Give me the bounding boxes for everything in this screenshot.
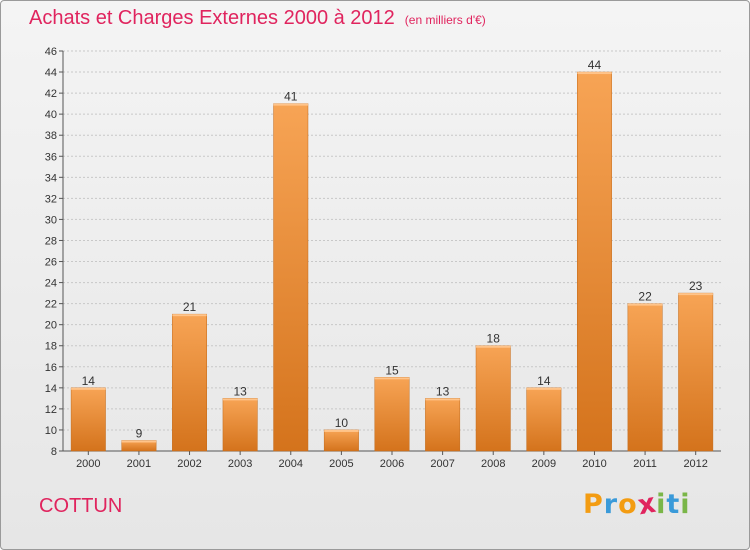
proxiti-logo: Proxiti <box>583 488 691 522</box>
chart-subtitle: (en milliers d'€) <box>404 13 486 27</box>
bar-top-highlight <box>476 345 511 348</box>
x-tick-label-2000: 2000 <box>76 458 100 470</box>
chart-title: Achats et Charges Externes 2000 à 2012 (e… <box>29 7 486 30</box>
bar-top-highlight <box>526 387 562 390</box>
x-tick-label-2001: 2001 <box>127 458 151 470</box>
y-tick-label: 46 <box>45 46 57 58</box>
bar-2000 <box>70 387 106 452</box>
y-tick-label: 16 <box>45 362 57 374</box>
y-tick-label: 22 <box>45 299 57 311</box>
commune-name: COTTUN <box>39 495 123 517</box>
x-tick-label-2002: 2002 <box>177 458 201 470</box>
logo-letter: i <box>680 489 691 520</box>
x-tick-label-2011: 2011 <box>633 458 657 470</box>
x-tick-label-2010: 2010 <box>582 458 606 470</box>
y-tick-label: 26 <box>45 257 57 269</box>
y-tick-label: 32 <box>45 193 57 205</box>
y-tick-label: 34 <box>45 172 57 184</box>
bar-top-highlight <box>273 103 308 106</box>
x-tick-label-2003: 2003 <box>228 458 252 470</box>
logo-letter: o <box>618 489 638 520</box>
bar-2008 <box>475 345 511 452</box>
bar-top-highlight <box>71 387 106 390</box>
bar-2007 <box>425 398 461 452</box>
data-label-2006: 15 <box>385 363 399 377</box>
y-tick-label: 18 <box>45 341 57 353</box>
data-labels: 14 9 21 13 41 10 15 13 18 14 44 22 23 <box>82 58 703 440</box>
chart-title-text: Achats et Charges Externes 2000 à 2012 <box>29 7 395 29</box>
y-tick-label: 38 <box>45 130 57 142</box>
data-label-2004: 41 <box>284 90 298 104</box>
bar-top-highlight <box>374 377 410 380</box>
y-tick-label: 36 <box>45 151 57 163</box>
x-tick-label-2007: 2007 <box>430 458 454 470</box>
data-label-2010: 44 <box>588 58 602 72</box>
y-tick-label: 24 <box>45 278 57 290</box>
x-tick-label-2009: 2009 <box>532 458 556 470</box>
bar-top-highlight <box>577 72 612 75</box>
logo-letter: P <box>583 489 604 520</box>
bar-top-highlight <box>121 440 157 443</box>
y-tick-label: 20 <box>45 320 57 332</box>
bar-top-highlight <box>678 293 713 296</box>
bar-top-highlight <box>425 398 460 401</box>
data-label-2007: 13 <box>436 384 450 398</box>
x-tick-label-2008: 2008 <box>481 458 505 470</box>
x-tick-label-2005: 2005 <box>329 458 353 470</box>
y-tick-label: 40 <box>45 109 57 121</box>
x-tick-label-2004: 2004 <box>279 458 303 470</box>
bar-2004 <box>273 103 309 452</box>
bars <box>70 71 714 452</box>
bar-2005 <box>323 429 359 452</box>
data-label-2009: 14 <box>537 374 551 388</box>
y-tick-label: 44 <box>45 67 57 79</box>
data-label-2001: 9 <box>136 426 143 440</box>
bar-2012 <box>678 292 714 452</box>
bar-2003 <box>222 398 258 452</box>
bar-2002 <box>172 313 207 452</box>
data-label-2008: 18 <box>487 332 501 346</box>
y-tick-label: 14 <box>45 383 57 395</box>
bar-top-highlight <box>324 429 359 432</box>
y-tick-label: 30 <box>45 214 57 226</box>
bar-top-highlight <box>627 303 663 306</box>
bar-top-highlight <box>172 314 207 317</box>
data-label-2005: 10 <box>335 416 349 430</box>
bar-2006 <box>374 377 410 452</box>
bar-2009 <box>526 387 562 452</box>
data-label-2000: 14 <box>82 374 96 388</box>
bar-top-highlight <box>222 398 258 401</box>
data-label-2002: 21 <box>183 300 197 314</box>
x-tick-label-2012: 2012 <box>683 458 707 470</box>
logo-letter: r <box>603 489 619 520</box>
data-label-2012: 23 <box>689 279 703 293</box>
x-tick-label-2006: 2006 <box>380 458 404 470</box>
y-tick-label: 28 <box>45 235 57 247</box>
logo-letter: t <box>666 489 681 520</box>
data-label-2003: 13 <box>233 384 247 398</box>
logo-letter: i <box>656 489 667 520</box>
data-label-2011: 22 <box>638 290 652 304</box>
y-tick-label: 42 <box>45 88 57 100</box>
bar-2011 <box>627 303 663 452</box>
bar-2010 <box>577 71 612 452</box>
y-tick-label: 10 <box>45 425 57 437</box>
y-tick-label: 12 <box>45 404 57 416</box>
y-tick-label: 8 <box>51 446 57 458</box>
